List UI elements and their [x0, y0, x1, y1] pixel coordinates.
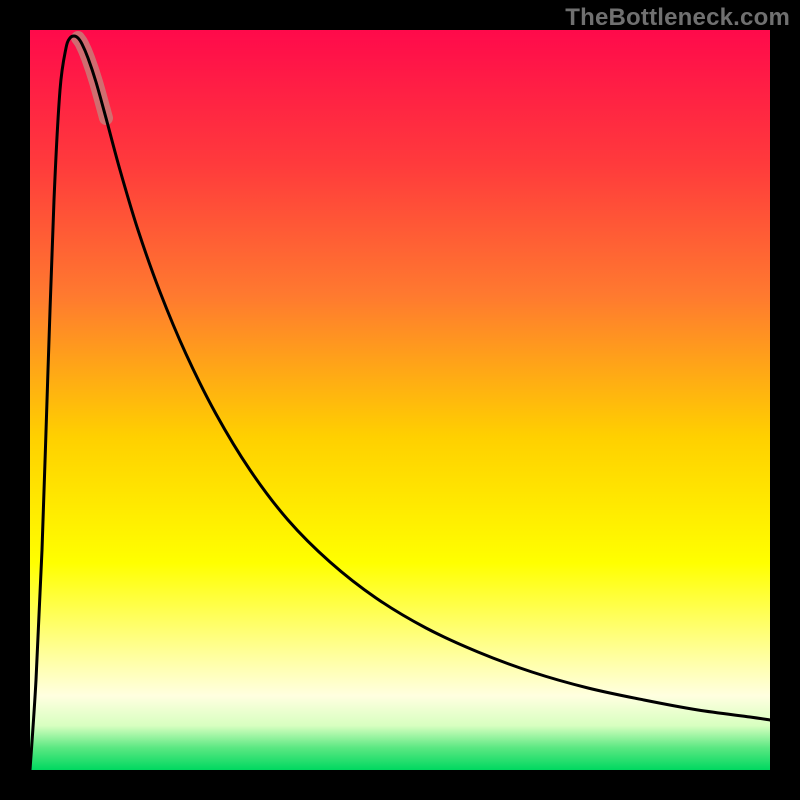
- watermark-text: TheBottleneck.com: [565, 4, 790, 32]
- chart-svg: [0, 0, 800, 800]
- chart-background-gradient: [30, 30, 770, 770]
- bottleneck-chart: TheBottleneck.com: [0, 0, 800, 800]
